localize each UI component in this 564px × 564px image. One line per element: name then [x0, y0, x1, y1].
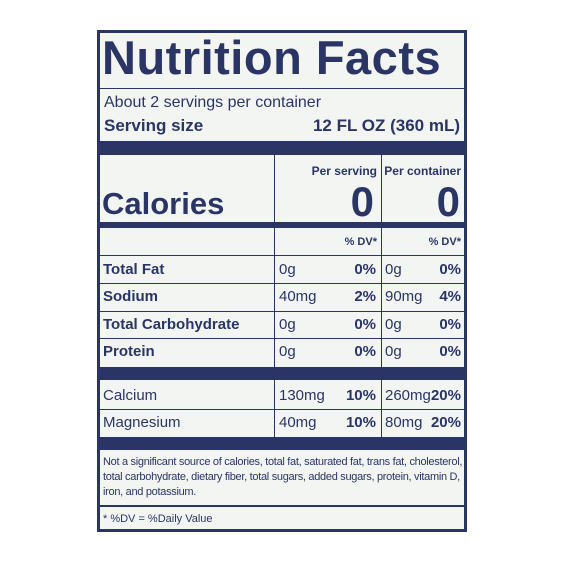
- per-serving-dv: 10%: [345, 414, 376, 431]
- per-serving-amount: 0g: [279, 343, 296, 360]
- thick-bar: [100, 437, 464, 450]
- footnote: Not a significant source of calories, to…: [103, 456, 463, 498]
- per-container-dv: 20%: [430, 387, 461, 404]
- per-serving-dv: 10%: [345, 387, 376, 404]
- thick-bar: [100, 367, 464, 380]
- per-container-amount: 80mg: [385, 414, 423, 431]
- per-container-dv: 4%: [439, 288, 461, 305]
- per-container-amount: 0g: [385, 343, 402, 360]
- per-serving-dv: 0%: [354, 343, 376, 360]
- rule: [100, 283, 464, 284]
- rule: [100, 505, 464, 507]
- rule: [100, 255, 464, 256]
- per-serving-dv: 0%: [354, 261, 376, 278]
- medium-bar: [100, 222, 464, 228]
- per-container-dv: 0%: [439, 261, 461, 278]
- nutrient-name: Total Carbohydrate: [103, 316, 240, 333]
- rule: [100, 409, 464, 410]
- column-divider: [274, 155, 275, 437]
- column-header: Per container: [384, 164, 461, 178]
- servings: About 2 servings per container: [104, 94, 322, 111]
- dv-header: % DV*: [344, 236, 377, 248]
- per-container-amount: 90mg: [385, 288, 423, 305]
- per-container-amount: 0g: [385, 261, 402, 278]
- nutrient-name: Protein: [103, 343, 155, 360]
- rule: [100, 311, 464, 312]
- serving-size-label: Serving size: [104, 116, 204, 135]
- column-header: Per serving: [311, 164, 377, 178]
- per-serving-amount: 40mg: [279, 288, 317, 305]
- calories-label: Calories: [102, 186, 225, 221]
- per-serving-amount: 0g: [279, 316, 296, 333]
- nutrient-name: Magnesium: [103, 414, 181, 431]
- per-container-amount: 0g: [385, 316, 402, 333]
- dv-note: * %DV = %Daily Value: [103, 513, 213, 525]
- dv-header: % DV*: [428, 236, 461, 248]
- per-container-dv: 0%: [439, 316, 461, 333]
- nutrient-name: Total Fat: [103, 261, 165, 278]
- per-serving-amount: 40mg: [279, 414, 317, 431]
- per-serving-dv: 0%: [354, 316, 376, 333]
- rule: [100, 88, 464, 89]
- title: Nutrition Facts: [102, 31, 442, 84]
- per-container-amount: 260mg: [385, 387, 431, 404]
- per-serving-dv: 2%: [354, 288, 376, 305]
- nutrient-name: Sodium: [103, 288, 158, 305]
- calories-value: 0: [350, 178, 374, 225]
- column-divider: [381, 155, 382, 437]
- calories-value: 0: [436, 178, 460, 225]
- per-serving-amount: 130mg: [279, 387, 325, 404]
- per-container-dv: 20%: [430, 414, 461, 431]
- per-serving-amount: 0g: [279, 261, 296, 278]
- nutrient-name: Calcium: [103, 387, 158, 404]
- rule: [100, 338, 464, 339]
- per-container-dv: 0%: [439, 343, 461, 360]
- thick-bar: [100, 141, 464, 155]
- serving-size-value: 12 FL OZ (360 mL): [312, 116, 460, 135]
